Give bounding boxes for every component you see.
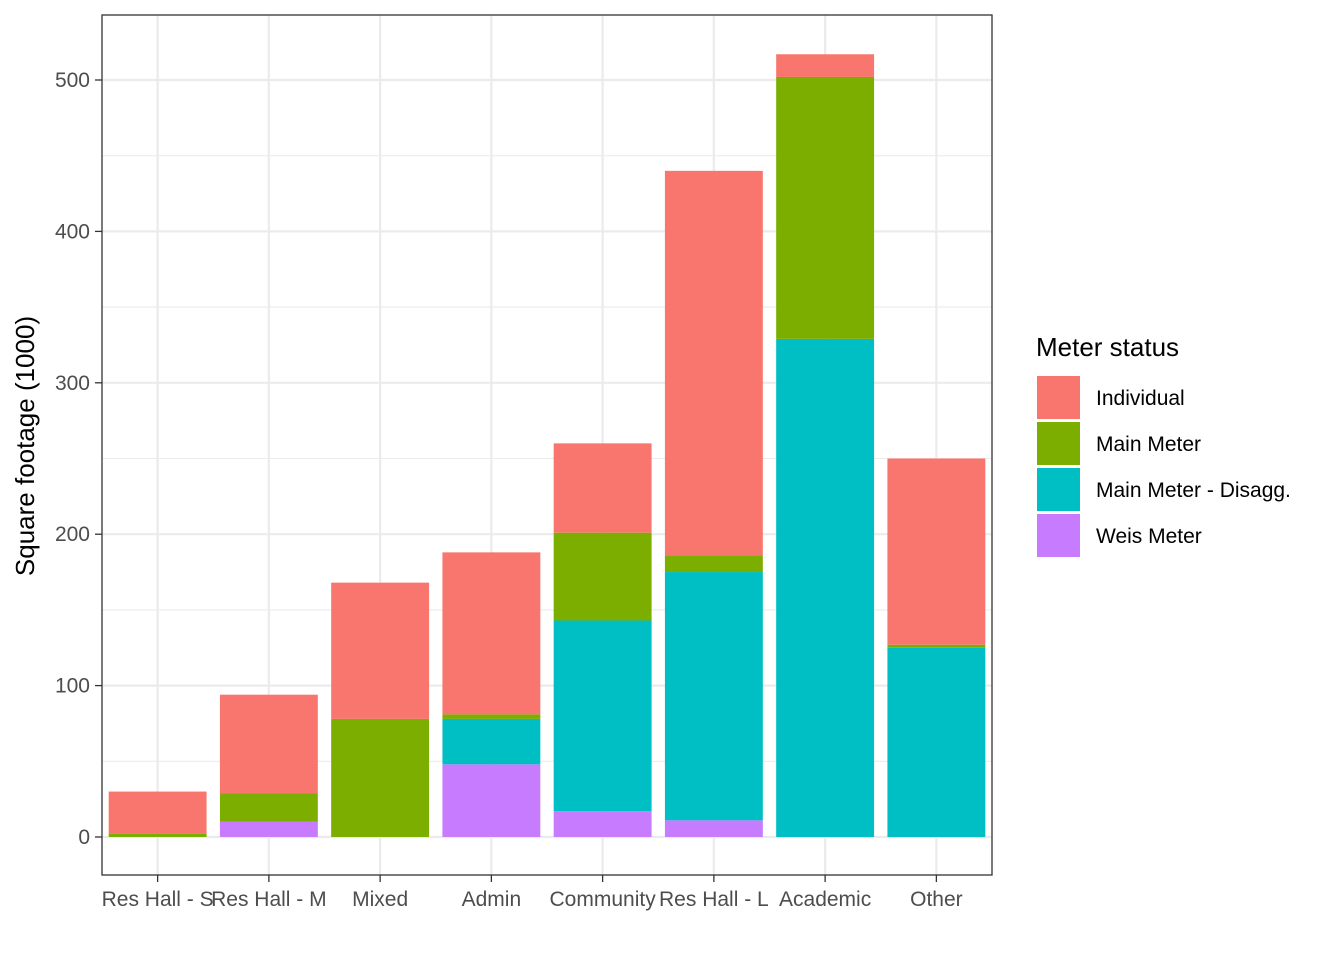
bar-segment-weis-meter bbox=[442, 764, 541, 837]
bar-segment-weis-meter bbox=[553, 811, 652, 837]
legend: Meter status Individual Main Meter Main Me… bbox=[1036, 332, 1291, 557]
legend-label: Weis Meter bbox=[1096, 525, 1202, 548]
y-tick-label: 200 bbox=[55, 523, 90, 546]
x-tick-label: Res Hall - M bbox=[211, 888, 327, 911]
bar-segment-individual bbox=[887, 458, 986, 645]
x-tick-label: Academic bbox=[779, 888, 871, 911]
bar-segment-individual bbox=[108, 791, 207, 834]
bar-segment-main-meter-disagg bbox=[776, 338, 875, 837]
bar-segment-individual bbox=[553, 443, 652, 533]
bar-segment-individual bbox=[219, 694, 318, 794]
x-tick-label: Mixed bbox=[352, 888, 408, 911]
y-tick-label: 100 bbox=[55, 675, 90, 698]
legend-swatch bbox=[1037, 514, 1080, 557]
y-tick-label: 500 bbox=[55, 69, 90, 92]
y-axis: 0 100 200 300 400 500 bbox=[55, 69, 102, 849]
y-axis-title: Square footage (1000) bbox=[10, 316, 40, 576]
legend-label: Individual bbox=[1096, 387, 1185, 410]
x-tick-label: Community bbox=[550, 888, 657, 911]
bar-segment-main-meter-disagg bbox=[553, 620, 652, 812]
bar-segment-weis-meter bbox=[219, 821, 318, 837]
y-tick-label: 300 bbox=[55, 372, 90, 395]
x-tick-label: Res Hall - L bbox=[659, 888, 769, 911]
bar-segment-main-meter bbox=[887, 644, 986, 648]
bar-segment-main-meter bbox=[331, 718, 430, 837]
bar-segment-main-meter bbox=[776, 76, 875, 339]
bar-segment-main-meter bbox=[108, 833, 207, 837]
bar-segment-main-meter-disagg bbox=[887, 647, 986, 837]
bar-segment-individual bbox=[442, 552, 541, 715]
bar-segment-main-meter-disagg bbox=[442, 718, 541, 765]
y-tick-label: 400 bbox=[55, 220, 90, 243]
bar-segment-weis-meter bbox=[664, 820, 763, 837]
bar-segment-main-meter bbox=[553, 532, 652, 621]
bar-segment-individual bbox=[331, 582, 430, 719]
panel-border bbox=[101, 14, 993, 876]
x-tick-label: Other bbox=[910, 888, 963, 911]
x-tick-label: Admin bbox=[462, 888, 522, 911]
bar-segment-main-meter bbox=[664, 555, 763, 573]
y-tick-label: 0 bbox=[78, 826, 90, 849]
legend-swatch bbox=[1037, 468, 1080, 511]
bar-segment-individual bbox=[664, 170, 763, 556]
legend-label: Main Meter bbox=[1096, 433, 1201, 456]
legend-swatch bbox=[1037, 376, 1080, 419]
bar-segment-main-meter bbox=[219, 793, 318, 822]
x-tick-label: Res Hall - S bbox=[102, 888, 214, 911]
bar-segment-individual bbox=[776, 54, 875, 77]
bar-segment-main-meter-disagg bbox=[664, 572, 763, 821]
legend-swatch bbox=[1037, 422, 1080, 465]
legend-label: Main Meter - Disagg. bbox=[1096, 479, 1291, 502]
bar-segment-main-meter bbox=[442, 714, 541, 719]
legend-title: Meter status bbox=[1036, 332, 1179, 362]
bars bbox=[108, 54, 986, 837]
